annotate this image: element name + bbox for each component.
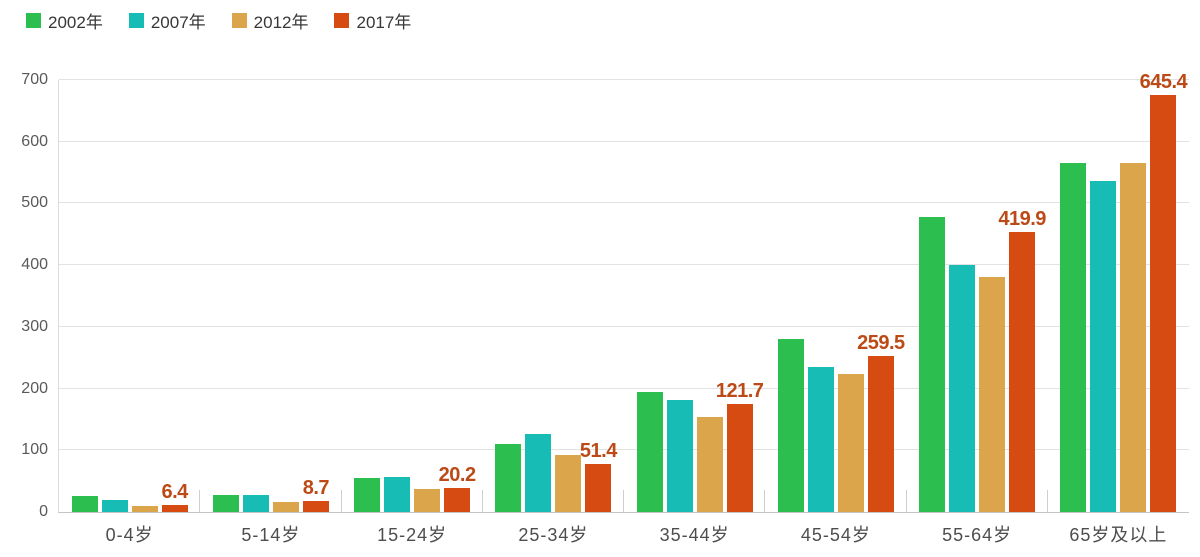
y-tick-label: 600 bbox=[21, 132, 48, 150]
bar-2017: 6.4 bbox=[161, 481, 188, 512]
bar-2002 bbox=[919, 217, 946, 512]
bar-2007 bbox=[384, 477, 411, 512]
category-separator-tick bbox=[1046, 490, 1048, 512]
bar-2002 bbox=[1060, 163, 1087, 512]
bar-2012 bbox=[979, 276, 1006, 512]
y-gridline bbox=[59, 387, 1189, 389]
x-axis-category-label: 25-34岁 bbox=[518, 525, 589, 545]
y-tick-label: 500 bbox=[21, 194, 48, 212]
bar-2007 bbox=[1090, 181, 1117, 512]
bar-2002 bbox=[777, 338, 804, 512]
bar-2012 bbox=[837, 374, 864, 512]
legend-item-2007: 2007年 bbox=[128, 8, 206, 33]
legend-label: 2007年 bbox=[150, 13, 206, 32]
legend-item-2002: 2002年 bbox=[26, 8, 103, 33]
y-gridline bbox=[59, 325, 1189, 327]
bar-2002 bbox=[71, 495, 98, 512]
x-axis-category-label: 0-4岁 bbox=[105, 525, 154, 545]
bar-2007 bbox=[807, 366, 834, 512]
bar-2012 bbox=[414, 488, 441, 512]
data-label: 645.4 bbox=[1139, 71, 1188, 94]
legend-label: 2017年 bbox=[356, 13, 412, 32]
plot-area: 6.4 0-4岁 8.7 5-14岁 20.2 15-24岁 51.4 25-34岁 121.7… bbox=[58, 71, 1189, 545]
y-tick-label: 700 bbox=[21, 71, 48, 88]
data-label: 51.4 bbox=[579, 439, 617, 462]
y-gridline bbox=[59, 79, 1189, 80]
y-gridline bbox=[59, 264, 1189, 266]
bar-group: 419.9 55-64岁 bbox=[907, 80, 1048, 545]
bar-group: 6.4 0-4岁 bbox=[59, 80, 201, 545]
gridlines-layer bbox=[59, 79, 1189, 512]
bar-2007 bbox=[949, 265, 976, 512]
bar-2012 bbox=[1120, 162, 1147, 512]
bar-groups-layer: 6.4 0-4岁 8.7 5-14岁 20.2 15-24岁 51.4 25-34岁 121.7… bbox=[59, 71, 1189, 545]
bar-2002 bbox=[495, 443, 522, 512]
data-label: 8.7 bbox=[302, 476, 330, 499]
bar-2017: 20.2 bbox=[439, 464, 476, 512]
category-separator-tick bbox=[199, 490, 201, 512]
x-axis-category-label: 65岁及以上 bbox=[1069, 525, 1168, 545]
bar-2017: 121.7 bbox=[716, 380, 764, 512]
bar-group: 51.4 25-34岁 bbox=[483, 80, 624, 545]
x-axis-category-label: 55-64岁 bbox=[942, 525, 1013, 545]
bar-2007 bbox=[101, 500, 128, 512]
bar-2017: 51.4 bbox=[580, 440, 617, 512]
legend-label: 2002年 bbox=[48, 13, 103, 32]
x-axis-category-label: 15-24岁 bbox=[377, 525, 448, 545]
legend-swatch-icon bbox=[128, 13, 144, 28]
category-separator-tick bbox=[905, 490, 907, 512]
bar-2007 bbox=[666, 399, 693, 512]
x-axis-category-label: 5-14岁 bbox=[241, 525, 301, 545]
legend-label: 2012年 bbox=[253, 13, 309, 32]
category-separator-tick bbox=[764, 490, 766, 512]
bar-2007 bbox=[242, 494, 269, 512]
y-gridline bbox=[59, 202, 1189, 204]
data-label: 121.7 bbox=[715, 380, 764, 402]
x-axis-category-label: 45-54岁 bbox=[800, 525, 871, 545]
bar-2012 bbox=[696, 416, 723, 512]
y-tick-label: 200 bbox=[21, 379, 48, 397]
data-label: 419.9 bbox=[998, 207, 1046, 230]
category-separator-tick bbox=[340, 490, 342, 512]
y-tick-label: 300 bbox=[21, 317, 48, 335]
y-tick-label: 0 bbox=[39, 503, 48, 520]
bar-2002 bbox=[212, 494, 239, 512]
x-axis-category-label: 35-44岁 bbox=[659, 525, 730, 545]
data-label: 259.5 bbox=[857, 332, 905, 355]
chart-legend: 2002年 2007年 2012年 2017年 bbox=[26, 8, 411, 33]
bar-2012 bbox=[555, 454, 582, 512]
bar-2017: 645.4 bbox=[1140, 71, 1188, 512]
data-label: 6.4 bbox=[161, 481, 188, 504]
bar-2017: 8.7 bbox=[303, 477, 330, 512]
category-separator-tick bbox=[623, 490, 624, 512]
bar-group: 20.2 15-24岁 bbox=[342, 80, 483, 545]
bar-group: 645.4 65岁及以上 bbox=[1048, 71, 1189, 545]
bar-2012 bbox=[272, 501, 299, 512]
y-gridline bbox=[59, 140, 1189, 142]
bar-group: 8.7 5-14岁 bbox=[200, 80, 342, 545]
legend-swatch-icon bbox=[334, 13, 350, 28]
bar-group: 259.5 45-54岁 bbox=[765, 80, 907, 545]
y-tick-label: 100 bbox=[21, 441, 48, 459]
bar-group: 121.7 35-44岁 bbox=[624, 80, 766, 545]
category-separator-tick bbox=[481, 490, 483, 512]
bar-2002 bbox=[354, 478, 381, 512]
bar-2017: 419.9 bbox=[998, 208, 1046, 512]
bar-2007 bbox=[525, 434, 552, 512]
bar-2012 bbox=[131, 505, 158, 512]
legend-item-2017: 2017年 bbox=[334, 8, 411, 33]
y-tick-label: 400 bbox=[21, 256, 48, 274]
legend-item-2012: 2012年 bbox=[231, 8, 309, 33]
legend-swatch-icon bbox=[26, 13, 41, 28]
data-label: 20.2 bbox=[438, 463, 476, 486]
y-gridline bbox=[59, 449, 1189, 451]
legend-swatch-icon bbox=[231, 13, 247, 28]
bar-2017: 259.5 bbox=[857, 332, 905, 512]
bar-2002 bbox=[636, 391, 663, 512]
